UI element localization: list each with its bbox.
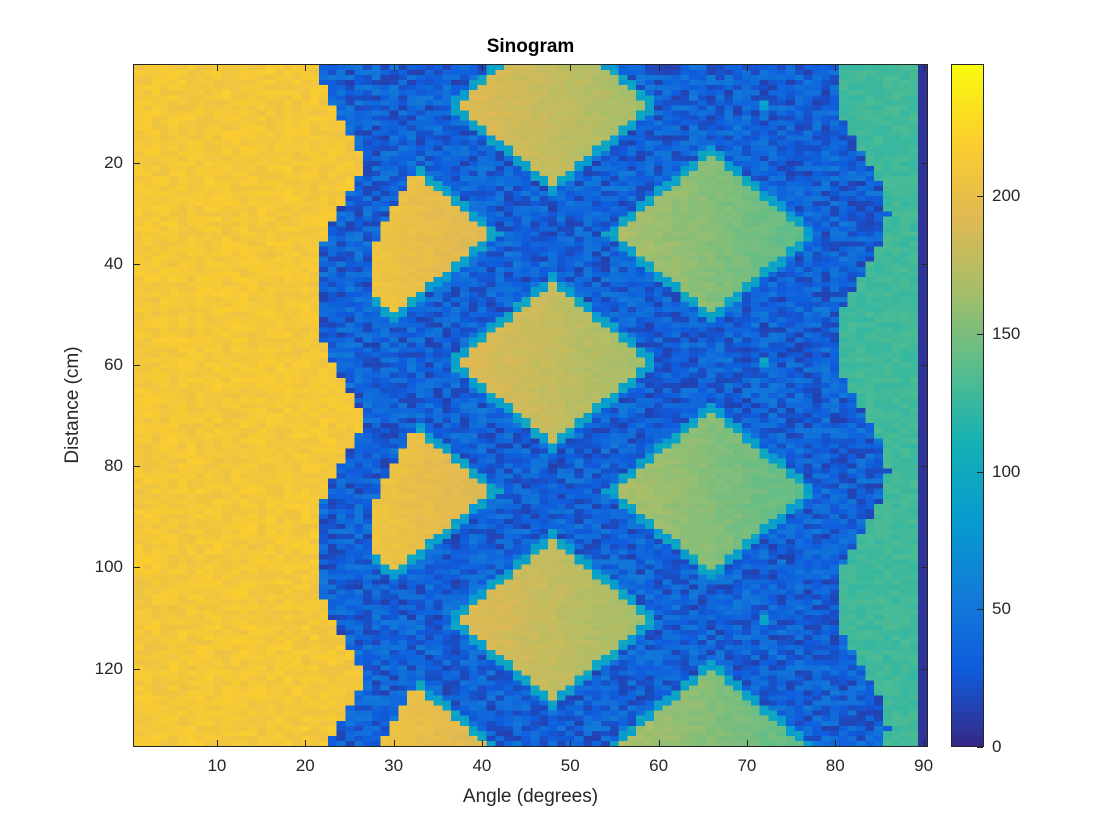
colorbar-tick-mark	[977, 471, 983, 473]
x-tick-mark	[746, 740, 748, 747]
y-tick-mark	[133, 567, 140, 569]
y-tick-mark	[133, 668, 140, 670]
y-tick-mark	[921, 162, 928, 164]
colorbar	[951, 64, 984, 747]
y-tick-label: 20	[104, 152, 123, 172]
x-tick-mark	[481, 740, 483, 747]
x-tick-mark	[835, 64, 837, 71]
y-tick-label: 80	[104, 456, 123, 476]
x-tick-mark	[305, 740, 307, 747]
y-axis-label: Distance (cm)	[62, 346, 83, 464]
x-tick-mark	[393, 740, 395, 747]
x-tick-label: 80	[825, 756, 845, 775]
x-tick-label: 10	[207, 756, 227, 775]
y-tick-mark	[133, 263, 140, 265]
x-tick-label: 30	[384, 756, 404, 775]
y-tick-mark	[921, 567, 928, 569]
x-tick-mark	[305, 64, 307, 71]
colorbar-tick-mark	[977, 333, 983, 335]
x-tick-mark	[570, 64, 572, 71]
x-tick-mark	[835, 740, 837, 747]
y-tick-mark	[921, 263, 928, 265]
x-tick-label: 90	[914, 756, 934, 775]
y-tick-mark	[133, 162, 140, 164]
colorbar-tick-mark	[977, 747, 983, 748]
x-tick-mark	[923, 64, 925, 71]
x-axis-label: Angle (degrees)	[462, 786, 599, 807]
x-tick-mark	[746, 64, 748, 71]
x-tick-label: 20	[295, 756, 315, 775]
x-tick-label: 70	[737, 756, 757, 775]
colorbar-tick-label: 50	[992, 599, 1011, 619]
y-tick-label: 120	[94, 658, 123, 678]
x-tick-mark	[923, 740, 925, 747]
x-tick-label: 50	[560, 756, 580, 775]
x-tick-mark	[216, 64, 218, 71]
y-tick-label: 40	[104, 253, 123, 273]
colorbar-tick-mark	[977, 609, 983, 611]
y-tick-label: 100	[94, 557, 123, 577]
x-tick-mark	[216, 740, 218, 747]
y-tick-label: 60	[104, 355, 123, 375]
colorbar-tick-label: 0	[992, 737, 1002, 756]
y-tick-mark	[921, 668, 928, 670]
y-tick-mark	[921, 466, 928, 468]
x-tick-mark	[658, 740, 660, 747]
heatmap-axes	[133, 64, 928, 747]
y-tick-mark	[133, 365, 140, 367]
x-tick-mark	[481, 64, 483, 71]
colorbar-tick-label: 100	[992, 461, 1021, 481]
x-tick-label: 40	[472, 756, 492, 775]
colorbar-tick-label: 150	[992, 323, 1021, 343]
x-tick-label: 60	[649, 756, 669, 775]
x-tick-mark	[393, 64, 395, 71]
colorbar-gradient	[952, 65, 983, 746]
colorbar-tick-label: 200	[992, 186, 1021, 206]
colorbar-tick-mark	[977, 196, 983, 198]
chart-title: Sinogram	[486, 36, 575, 57]
y-tick-mark	[133, 466, 140, 468]
x-tick-mark	[658, 64, 660, 71]
x-tick-mark	[570, 740, 572, 747]
y-tick-mark	[921, 365, 928, 367]
heatmap-image	[134, 65, 927, 746]
